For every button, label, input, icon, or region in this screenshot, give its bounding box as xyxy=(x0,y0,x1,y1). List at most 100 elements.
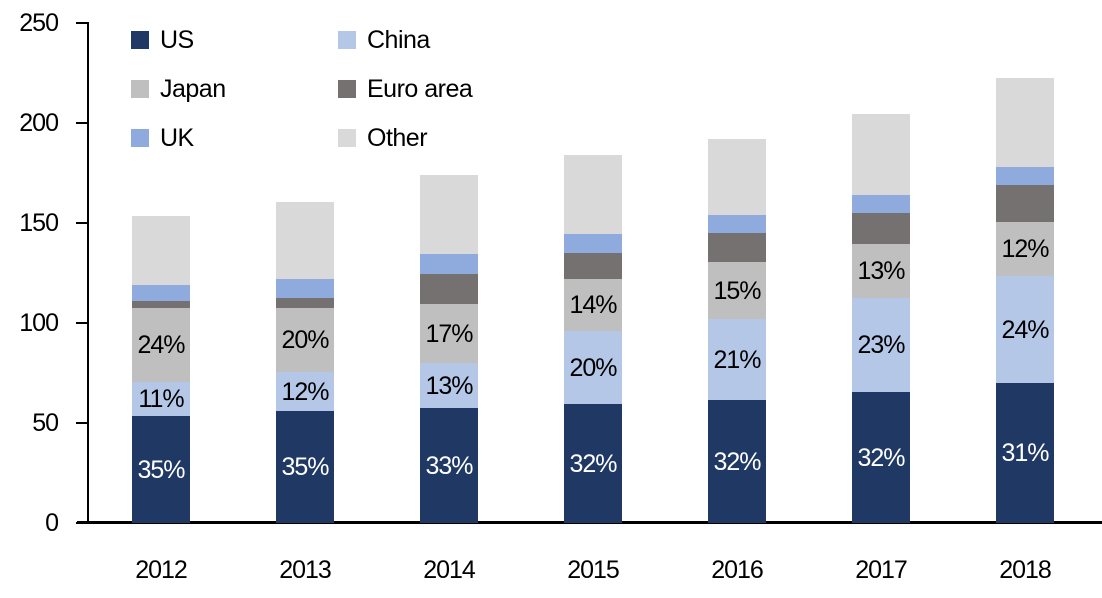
y-tick-label: 50 xyxy=(32,409,59,437)
bar-segment-china-2016 xyxy=(708,319,766,400)
bar-segment-japan-2013 xyxy=(276,308,334,372)
y-tick-label: 200 xyxy=(19,109,59,137)
bar-segment-label: 17% xyxy=(425,319,473,348)
bar-segment-uk-2012 xyxy=(132,285,190,301)
y-tick-mark xyxy=(76,422,88,424)
legend-label: UK xyxy=(160,124,194,152)
bar-segment-euro-area-2013 xyxy=(276,298,334,308)
bar-segment-uk-2016 xyxy=(708,215,766,233)
bar-segment-label: 12% xyxy=(281,377,329,406)
legend-item-uk: UK xyxy=(131,124,338,152)
y-tick-label: 0 xyxy=(45,509,59,537)
x-tick-label: 2015 xyxy=(567,556,620,584)
bar-segment-us-2013 xyxy=(276,411,334,523)
bar-segment-uk-2013 xyxy=(276,279,334,298)
bar-segment-uk-2015 xyxy=(564,234,622,253)
legend-label: Euro area xyxy=(367,75,473,103)
bar-segment-label: 13% xyxy=(425,371,473,400)
bar-segment-label: 31% xyxy=(1001,439,1049,467)
bar-segment-label: 11% xyxy=(138,385,184,413)
bar-segment-uk-2017 xyxy=(852,195,910,213)
bar-segment-other-2015 xyxy=(564,155,622,234)
x-tick-label: 2017 xyxy=(855,556,908,584)
legend-swatch-icon xyxy=(338,129,356,147)
bar-segment-label: 32% xyxy=(713,447,761,476)
x-tick-label: 2016 xyxy=(711,556,764,584)
y-axis-line xyxy=(87,22,89,524)
bar-segment-china-2014 xyxy=(420,363,478,408)
bar-segment-china-2015 xyxy=(564,331,622,404)
y-tick-label: 250 xyxy=(19,9,59,37)
bar-segment-label: 32% xyxy=(569,449,617,478)
legend-swatch-icon xyxy=(131,129,149,147)
x-tick-label: 2014 xyxy=(423,556,476,584)
legend: US China Japan Euro area UK Other xyxy=(131,26,473,152)
bar-segment-label: 35% xyxy=(137,455,185,484)
legend-item-japan: Japan xyxy=(131,75,338,103)
bar-segment-euro-area-2018 xyxy=(996,185,1054,222)
bar-segment-china-2017 xyxy=(852,298,910,392)
y-tick-mark xyxy=(76,222,88,224)
bar-segment-japan-2012 xyxy=(132,308,190,382)
bar-segment-euro-area-2012 xyxy=(132,301,190,308)
y-tick-mark xyxy=(76,522,88,524)
bar-segment-japan-2015 xyxy=(564,279,622,331)
bar-segment-label: 20% xyxy=(569,353,617,382)
bar-segment-uk-2018 xyxy=(996,167,1054,185)
bar-segment-label: 24% xyxy=(137,331,185,359)
legend-label: Other xyxy=(367,124,428,152)
bar-segment-label: 24% xyxy=(1001,315,1049,344)
bar-segment-other-2016 xyxy=(708,139,766,215)
bar-segment-label: 35% xyxy=(281,453,329,481)
bar-segment-label: 15% xyxy=(713,276,761,305)
bar-segment-china-2012 xyxy=(132,382,190,416)
bar-segment-other-2018 xyxy=(996,78,1054,167)
bar-segment-label: 33% xyxy=(425,451,473,480)
bar-segment-us-2018 xyxy=(996,383,1054,523)
y-tick-label: 150 xyxy=(19,209,59,237)
bar-segment-label: 23% xyxy=(857,331,905,359)
bar-segment-us-2015 xyxy=(564,404,622,523)
x-tick-label: 2012 xyxy=(135,556,188,584)
bar-segment-other-2014 xyxy=(420,175,478,254)
bar-segment-label: 21% xyxy=(713,345,761,374)
legend-swatch-icon xyxy=(131,80,149,98)
bar-segment-japan-2016 xyxy=(708,262,766,319)
y-tick-mark xyxy=(76,122,88,124)
bar-segment-china-2018 xyxy=(996,276,1054,383)
bar-segment-other-2012 xyxy=(132,216,190,285)
bar-segment-us-2016 xyxy=(708,400,766,523)
bar-segment-china-2013 xyxy=(276,372,334,411)
legend-label: Japan xyxy=(160,75,226,103)
bar-segment-euro-area-2014 xyxy=(420,274,478,304)
legend-label: China xyxy=(367,26,430,54)
y-tick-mark xyxy=(76,322,88,324)
bar-segment-japan-2018 xyxy=(996,222,1054,276)
x-tick-label: 2018 xyxy=(999,556,1052,584)
bar-segment-uk-2014 xyxy=(420,254,478,274)
bar-segment-euro-area-2015 xyxy=(564,253,622,279)
bar-segment-us-2017 xyxy=(852,392,910,523)
bar-segment-label: 14% xyxy=(569,291,617,319)
bar-segment-label: 32% xyxy=(857,443,905,472)
bar-segment-us-2014 xyxy=(420,408,478,523)
legend-item-us: US xyxy=(131,26,338,54)
legend-item-china: China xyxy=(338,26,472,54)
legend-label: US xyxy=(160,26,194,54)
legend-swatch-icon xyxy=(131,31,149,49)
legend-item-other: Other xyxy=(338,124,472,152)
bar-segment-other-2013 xyxy=(276,202,334,279)
bar-segment-japan-2017 xyxy=(852,244,910,298)
bar-segment-euro-area-2017 xyxy=(852,213,910,244)
legend-item-euro-area: Euro area xyxy=(338,75,473,103)
y-tick-label: 100 xyxy=(19,309,59,337)
bar-segment-label: 20% xyxy=(281,326,329,354)
legend-swatch-icon xyxy=(338,80,356,98)
bar-segment-euro-area-2016 xyxy=(708,233,766,262)
bar-segment-japan-2014 xyxy=(420,304,478,363)
bar-segment-us-2012 xyxy=(132,416,190,523)
bar-segment-other-2017 xyxy=(852,114,910,195)
bar-segment-label: 12% xyxy=(1001,235,1049,263)
legend-swatch-icon xyxy=(338,31,356,49)
